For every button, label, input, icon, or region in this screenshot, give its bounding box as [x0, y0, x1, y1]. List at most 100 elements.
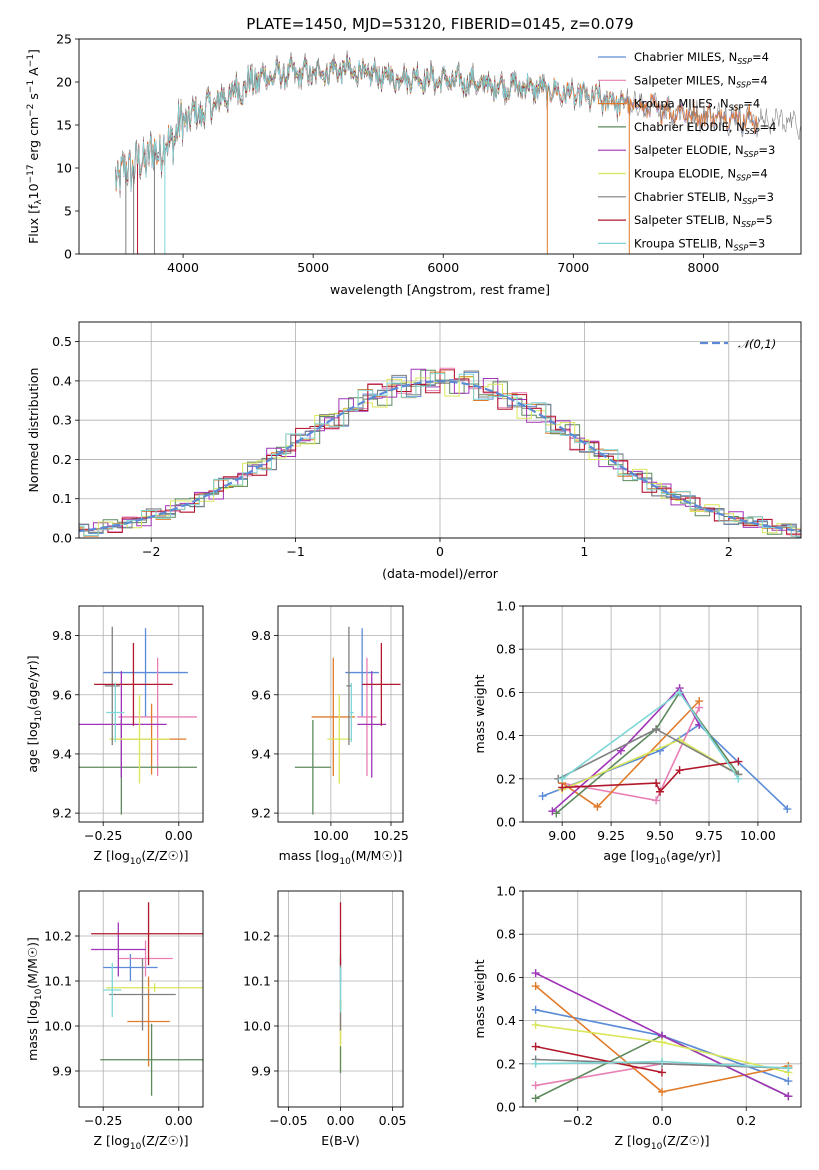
z_weight-plot — [531, 969, 793, 1103]
x-tick-label: −2 — [142, 544, 160, 559]
legend-label: Kroupa STELIB, NSSP=3 — [634, 236, 765, 252]
weight-marker — [531, 982, 540, 991]
weight-marker — [531, 1094, 540, 1103]
y-tick-label: 25 — [56, 32, 72, 47]
spectrum-plot — [115, 50, 801, 254]
z_age-grid — [79, 606, 203, 822]
legend-label: Salpeter ELODIE, NSSP=3 — [634, 143, 775, 159]
spectrum-legend: Chabrier MILES, NSSP=4 Salpeter MILES, NS… — [598, 50, 776, 252]
weight-marker — [558, 783, 567, 792]
y-axis-label: mass weight — [472, 959, 487, 1038]
y-tick-label: 9.6 — [251, 687, 271, 702]
legend-label: Chabrier MILES, NSSP=4 — [634, 50, 769, 66]
spectrum-line — [115, 56, 626, 192]
y-axis-label: mass [log10(M/M☉)] — [25, 937, 44, 1061]
y-tick-label: 0.0 — [496, 1100, 516, 1115]
weight-marker — [734, 774, 743, 783]
y-tick-label: 0.3 — [52, 413, 72, 428]
axes-frame — [78, 605, 204, 823]
axes-frame — [277, 605, 404, 823]
z_age-frame: −0.25 0.00 9.2 9.4 9.6 9.8 Z [log10(Z/Z☉)] age … — [25, 605, 204, 867]
mass_age-grid — [278, 606, 403, 822]
legend-label: Chabrier STELIB, NSSP=3 — [634, 190, 774, 206]
y-tick-label: 10 — [56, 161, 72, 176]
age_weight-frame: 9.00 9.25 9.50 9.75 10.00 0.0 0.2 0.4 0.6 0.8 1.0 a… — [472, 599, 802, 867]
x-tick-label: −0.05 — [269, 1113, 307, 1128]
x-axis-label: (data-model)/error — [382, 566, 499, 581]
weight-line — [535, 1045, 663, 1074]
y-tick-label: 1.0 — [496, 599, 516, 614]
y-tick-label: 0 — [64, 247, 72, 262]
axes-frame — [78, 321, 802, 539]
y-tick-label: 0.8 — [496, 927, 516, 942]
y-tick-label: 10.0 — [243, 1019, 271, 1034]
weight-marker — [675, 766, 684, 775]
mass_age-axes: 10.00 10.25 9.2 9.4 9.6 9.8 mass [log10(M/M☉)] — [251, 605, 409, 867]
weight-marker — [531, 969, 540, 978]
x-tick-label: −0.25 — [84, 1113, 122, 1128]
weight-marker — [531, 1005, 540, 1014]
y-tick-label: 10.0 — [44, 1019, 72, 1034]
weight-marker — [784, 1077, 793, 1086]
x-tick-label: 0.00 — [327, 1113, 355, 1128]
y-tick-label: 10.1 — [44, 974, 72, 989]
gaussian-curve — [79, 380, 801, 533]
y-tick-label: 5 — [64, 204, 72, 219]
y-tick-label: 0.5 — [52, 334, 72, 349]
weight-marker — [658, 1068, 666, 1077]
weight-marker — [531, 1020, 540, 1029]
z_age-axes: −0.25 0.00 9.2 9.4 9.6 9.8 Z [log10(Z/Z☉)] age … — [25, 605, 204, 867]
y-tick-label: 0.1 — [52, 491, 72, 506]
histogram-step — [79, 369, 801, 535]
y-tick-label: 10.2 — [44, 929, 72, 944]
mass_age-plot — [294, 626, 401, 815]
x-tick-label: 0.0 — [652, 1113, 672, 1128]
histogram-step — [79, 373, 801, 537]
z_mass-grid — [79, 891, 203, 1107]
y-tick-label: 9.4 — [251, 746, 271, 761]
weight-marker — [784, 1092, 793, 1101]
y-tick-label: 9.6 — [52, 687, 72, 702]
x-tick-label: 4000 — [167, 260, 199, 275]
x-tick-label: 9.25 — [597, 828, 625, 843]
x-tick-label: −0.25 — [84, 828, 122, 843]
x-tick-label: 0.05 — [379, 1113, 407, 1128]
x-axis-label: E(B-V) — [321, 1133, 360, 1148]
y-tick-label: 0.2 — [496, 771, 516, 786]
residuals-frame: −2 −1 0 1 2 0.0 0.1 0.2 0.3 0.4 0.5 (data-model)/er… — [26, 321, 802, 581]
weight-marker — [652, 796, 661, 805]
legend-label: Salpeter STELIB, NSSP=5 — [634, 213, 773, 229]
x-tick-label: 0.00 — [165, 828, 193, 843]
x-axis-label: wavelength [Angstrom, rest frame] — [330, 282, 550, 297]
legend-label: Kroupa ELODIE, NSSP=4 — [634, 167, 768, 183]
y-tick-label: 9.4 — [52, 746, 72, 761]
weight-marker — [658, 1087, 666, 1096]
z_weight-frame: −0.2 0.0 0.2 0.0 0.2 0.4 0.6 0.8 1.0 Z [log10(Z/Z… — [472, 884, 802, 1152]
weight-marker — [675, 688, 684, 697]
legend-label: Salpeter MILES, NSSP=4 — [634, 73, 768, 89]
legend-label: Kroupa MILES, NSSP=4 — [634, 97, 760, 113]
x-tick-label: 6000 — [427, 260, 459, 275]
y-tick-label: 0.8 — [496, 642, 516, 657]
x-tick-label: 0.00 — [165, 1113, 193, 1128]
weight-marker — [538, 792, 547, 801]
weight-marker — [616, 746, 625, 755]
x-tick-label: 8000 — [688, 260, 720, 275]
weight-marker — [531, 1042, 540, 1051]
weight-marker — [784, 1064, 793, 1073]
x-tick-label: 7000 — [557, 260, 589, 275]
x-tick-label: 0 — [436, 544, 444, 559]
ebv_mass-axes: −0.05 0.00 0.05 9.9 10.0 10.1 10.2 E(B-V) — [243, 890, 407, 1148]
spectrum-axes: 4000 5000 6000 7000 8000 0 5 10 15 20 25 PLATE=1450… — [26, 15, 802, 297]
x-tick-label: 2 — [725, 544, 733, 559]
weight-marker — [531, 1059, 540, 1068]
y-tick-label: 9.2 — [52, 806, 72, 821]
axis-label: mass [log10(M/M☉)] — [279, 848, 403, 867]
y-tick-label: 0.2 — [496, 1056, 516, 1071]
z_mass-frame: −0.25 0.00 9.9 10.0 10.1 10.2 Z [log10(Z/Z☉)] m… — [25, 890, 204, 1152]
axes-frame — [78, 890, 204, 1108]
z_weight-axes: −0.2 0.0 0.2 0.0 0.2 0.4 0.6 0.8 1.0 Z [log10(Z/Z… — [472, 884, 802, 1152]
y-tick-label: 0.4 — [52, 373, 72, 388]
y-tick-label: 0.4 — [496, 728, 516, 743]
